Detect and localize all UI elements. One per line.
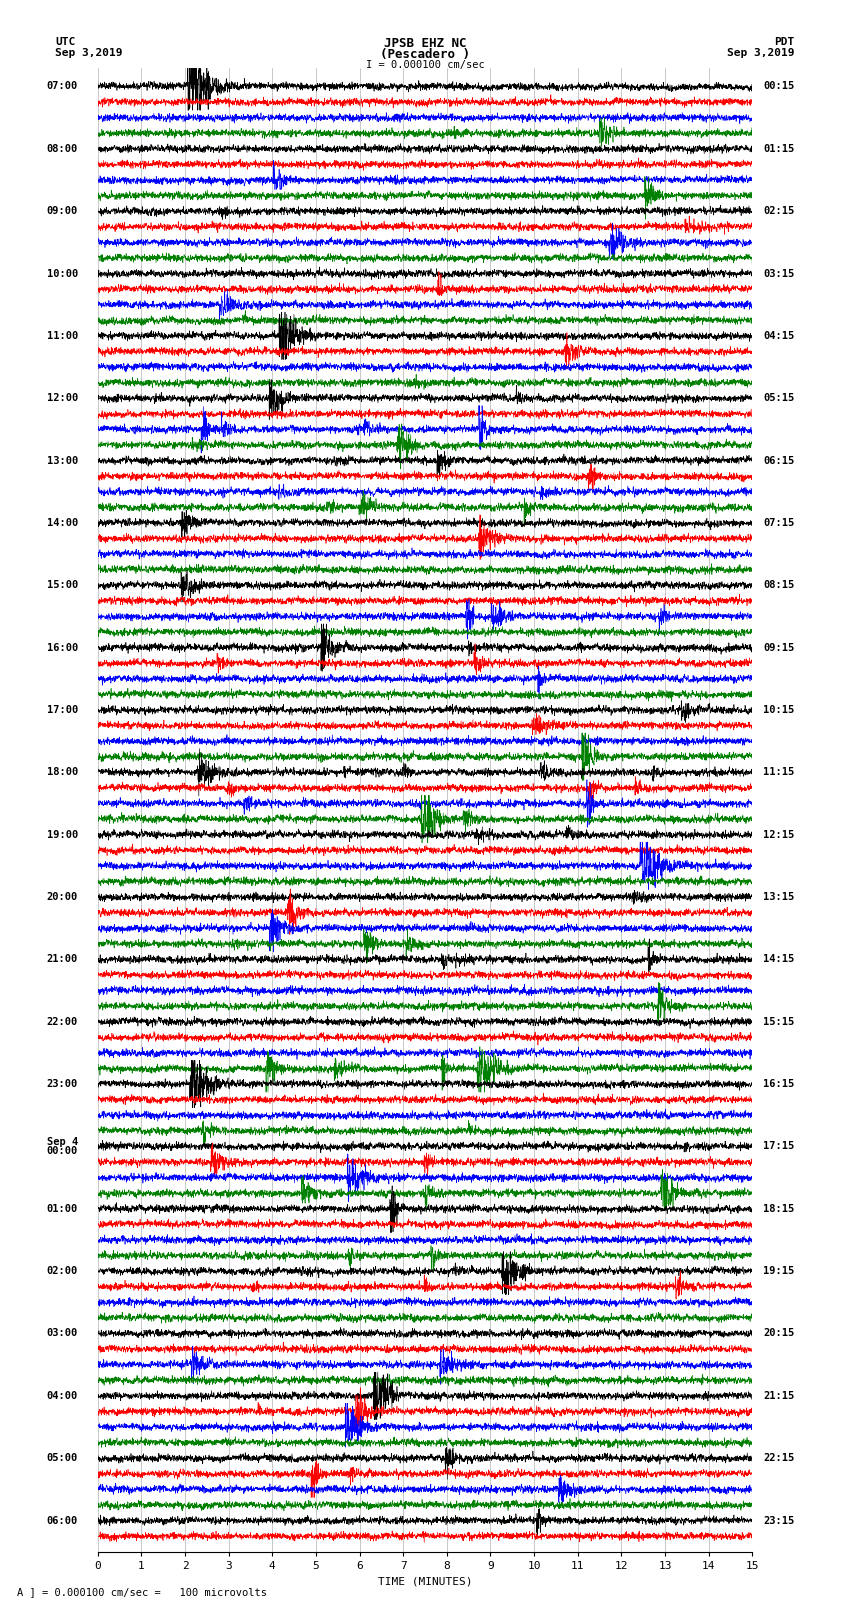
Text: 18:15: 18:15	[763, 1203, 795, 1213]
Text: 15:00: 15:00	[47, 581, 78, 590]
Text: 17:15: 17:15	[763, 1142, 795, 1152]
Text: 05:15: 05:15	[763, 394, 795, 403]
Text: Sep 3,2019: Sep 3,2019	[728, 48, 795, 58]
Text: 17:00: 17:00	[47, 705, 78, 715]
Text: 10:00: 10:00	[47, 268, 78, 279]
Text: 01:00: 01:00	[47, 1203, 78, 1213]
Text: 14:15: 14:15	[763, 955, 795, 965]
Text: 21:15: 21:15	[763, 1390, 795, 1400]
Text: 05:00: 05:00	[47, 1453, 78, 1463]
Text: 22:15: 22:15	[763, 1453, 795, 1463]
Text: 21:00: 21:00	[47, 955, 78, 965]
Text: 09:15: 09:15	[763, 642, 795, 653]
Text: PDT: PDT	[774, 37, 795, 47]
Text: 19:00: 19:00	[47, 829, 78, 840]
Text: 03:15: 03:15	[763, 268, 795, 279]
Text: 00:15: 00:15	[763, 81, 795, 92]
Text: I = 0.000100 cm/sec: I = 0.000100 cm/sec	[366, 60, 484, 69]
Text: 12:15: 12:15	[763, 829, 795, 840]
Text: 13:00: 13:00	[47, 455, 78, 466]
Text: 07:15: 07:15	[763, 518, 795, 527]
Text: A ] = 0.000100 cm/sec =   100 microvolts: A ] = 0.000100 cm/sec = 100 microvolts	[17, 1587, 267, 1597]
Text: 02:15: 02:15	[763, 206, 795, 216]
Text: 20:00: 20:00	[47, 892, 78, 902]
Text: 23:00: 23:00	[47, 1079, 78, 1089]
Text: 06:15: 06:15	[763, 455, 795, 466]
Text: 20:15: 20:15	[763, 1329, 795, 1339]
Text: 23:15: 23:15	[763, 1516, 795, 1526]
Text: 16:15: 16:15	[763, 1079, 795, 1089]
Text: 13:15: 13:15	[763, 892, 795, 902]
Text: 15:15: 15:15	[763, 1016, 795, 1027]
Text: 16:00: 16:00	[47, 642, 78, 653]
Text: 02:00: 02:00	[47, 1266, 78, 1276]
Text: 14:00: 14:00	[47, 518, 78, 527]
Text: 10:15: 10:15	[763, 705, 795, 715]
Text: 03:00: 03:00	[47, 1329, 78, 1339]
Text: 09:00: 09:00	[47, 206, 78, 216]
Text: 08:15: 08:15	[763, 581, 795, 590]
Text: 07:00: 07:00	[47, 81, 78, 92]
Text: 04:00: 04:00	[47, 1390, 78, 1400]
Text: 01:15: 01:15	[763, 144, 795, 153]
Text: Sep 4
00:00: Sep 4 00:00	[47, 1137, 78, 1157]
Text: 19:15: 19:15	[763, 1266, 795, 1276]
Text: 08:00: 08:00	[47, 144, 78, 153]
Text: Sep 3,2019: Sep 3,2019	[55, 48, 122, 58]
Text: 04:15: 04:15	[763, 331, 795, 340]
X-axis label: TIME (MINUTES): TIME (MINUTES)	[377, 1576, 473, 1586]
Text: 18:00: 18:00	[47, 768, 78, 777]
Text: (Pescadero ): (Pescadero )	[380, 48, 470, 61]
Text: 22:00: 22:00	[47, 1016, 78, 1027]
Text: UTC: UTC	[55, 37, 76, 47]
Text: JPSB EHZ NC: JPSB EHZ NC	[383, 37, 467, 50]
Text: 12:00: 12:00	[47, 394, 78, 403]
Text: 11:15: 11:15	[763, 768, 795, 777]
Text: 11:00: 11:00	[47, 331, 78, 340]
Text: 06:00: 06:00	[47, 1516, 78, 1526]
